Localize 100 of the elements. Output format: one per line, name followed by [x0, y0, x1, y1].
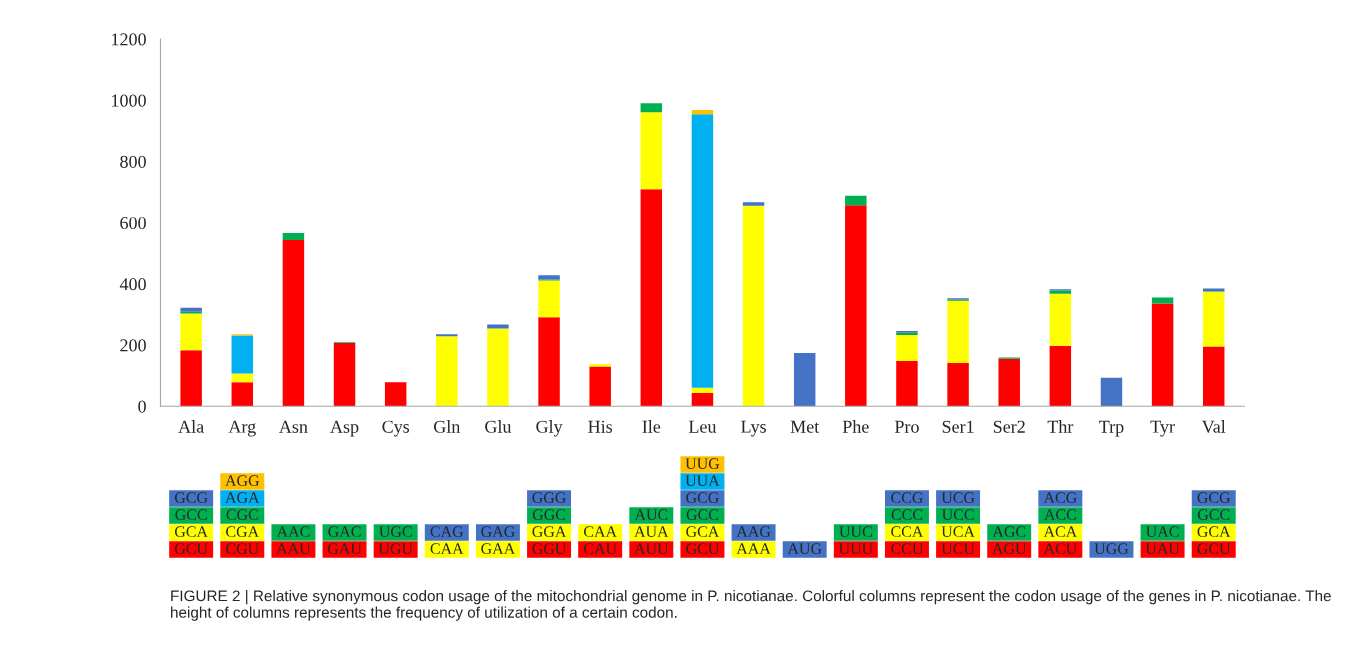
- x-tick-label: Arg: [228, 420, 256, 437]
- text: AAU: [276, 543, 311, 555]
- bar: [896, 334, 918, 361]
- bar: [998, 358, 1020, 407]
- x-tick-label: Asn: [279, 420, 308, 433]
- bar: [691, 110, 714, 115]
- y-tick-label: 1200: [112, 33, 146, 46]
- bar: [538, 275, 560, 280]
- x-tick-label: Phe: [842, 420, 869, 433]
- text: GCU: [174, 543, 208, 555]
- bar: [640, 103, 663, 113]
- text: CGA: [226, 526, 260, 538]
- x-tick-label: Cys: [382, 420, 410, 437]
- text: GGU: [532, 543, 567, 555]
- text: ACC: [1044, 509, 1076, 521]
- bar: [333, 342, 356, 407]
- text: GCC: [1197, 509, 1230, 521]
- bar: [1202, 346, 1225, 407]
- text: GGC: [532, 509, 566, 521]
- text: AUU: [634, 543, 669, 555]
- text: UCC: [941, 509, 974, 521]
- text: GCC: [175, 509, 207, 521]
- bar: [845, 205, 867, 407]
- text: UGU: [378, 543, 413, 555]
- bar: [947, 300, 969, 364]
- bar: [231, 373, 254, 383]
- x-tick-label: Gln: [434, 420, 461, 433]
- text: ACG: [1043, 492, 1077, 504]
- bar: [640, 189, 663, 407]
- bar: [538, 317, 560, 407]
- x-tick-label: Leu: [688, 420, 717, 433]
- text: CAG: [430, 526, 464, 538]
- text: GCC: [686, 509, 718, 521]
- text: GGA: [532, 526, 567, 538]
- x-tick-label: Trp: [1099, 420, 1124, 437]
- x-tick-label: Val: [1201, 420, 1226, 433]
- x-tick-label: Gly: [536, 420, 563, 437]
- text: AGA: [225, 492, 260, 504]
- text: AGU: [992, 543, 1027, 555]
- text: CAA: [430, 543, 464, 555]
- x-tick-label: Met: [790, 420, 820, 433]
- bar: [384, 382, 407, 407]
- text: CCG: [891, 492, 923, 504]
- text: AUA: [634, 526, 669, 538]
- bar: [1151, 303, 1174, 407]
- bar: [947, 363, 969, 407]
- bar: [640, 112, 663, 190]
- text: AAA: [736, 543, 771, 554]
- text: ACU: [1043, 543, 1077, 555]
- text: UUU: [838, 543, 873, 555]
- bar: [231, 382, 254, 407]
- text: GAA: [481, 543, 516, 555]
- text: GAU: [327, 543, 362, 555]
- text: AUG: [787, 543, 822, 555]
- x-tick-label: Thr: [1047, 420, 1074, 433]
- text: UCU: [941, 543, 975, 555]
- x-tick-label: Ile: [642, 420, 661, 433]
- text: UAU: [1145, 543, 1180, 555]
- x-tick-label: Glu: [485, 420, 512, 433]
- text: GCG: [686, 492, 719, 504]
- text: GCG: [174, 492, 208, 504]
- bar: [691, 387, 714, 394]
- bar: [180, 350, 202, 407]
- y-tick-label: 0: [138, 400, 146, 413]
- text: CAA: [583, 526, 617, 538]
- x-tick-label: Tyr: [1150, 420, 1175, 437]
- text: AGC: [992, 526, 1026, 538]
- y-tick-label: 400: [119, 278, 146, 291]
- text: CGC: [226, 509, 258, 521]
- text: AGG: [225, 475, 260, 487]
- bar: [180, 307, 202, 312]
- text: CCC: [891, 509, 923, 521]
- x-tick-label: Ala: [178, 420, 204, 433]
- text: GCU: [686, 543, 719, 555]
- text: GCG: [1197, 492, 1231, 504]
- bar: [896, 360, 918, 407]
- caption: FIGURE 2 | Relative synonymous codon usage of the mitochondrial genome in P. nicotianae. Colorful columns represent the codon usage of the genes in P. nicotianae. The height of columns represents the frequency of utilization of a certain codon.: [171, 590, 1331, 621]
- text: AAG: [736, 526, 771, 538]
- text: GCA: [1197, 526, 1231, 538]
- x-tick-label: Asp: [330, 420, 359, 437]
- text: AAC: [276, 526, 310, 538]
- text: UUA: [685, 475, 720, 487]
- bar: [1049, 345, 1072, 407]
- text: GGG: [532, 492, 566, 504]
- bar: [538, 280, 560, 318]
- x-tick-label: Lys: [741, 420, 766, 437]
- y-tick-label: 1000: [112, 94, 146, 107]
- text: UGG: [1094, 543, 1129, 555]
- text: GCU: [1197, 543, 1231, 555]
- text: UUC: [839, 526, 872, 538]
- x-tick-label: Pro: [894, 420, 919, 433]
- text: UGC: [379, 526, 412, 538]
- text: UCA: [941, 526, 975, 538]
- bar: [691, 114, 714, 388]
- y-tick-label: 200: [120, 339, 146, 352]
- text: ACA: [1043, 526, 1078, 538]
- bar: [180, 313, 202, 351]
- text: CCA: [891, 526, 924, 538]
- text: CCU: [891, 543, 924, 555]
- text: CAU: [583, 543, 617, 555]
